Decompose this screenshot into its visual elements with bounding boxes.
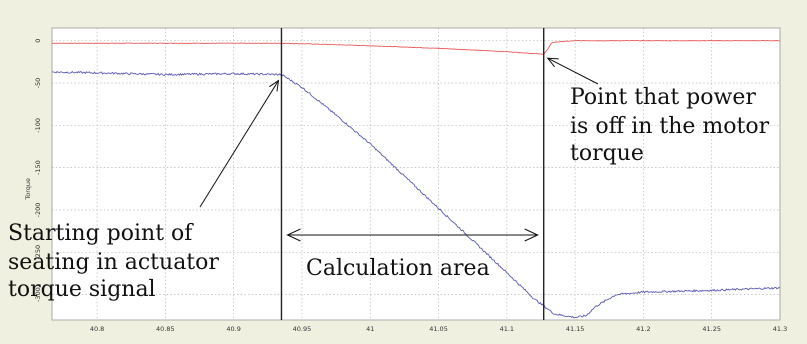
series-line-2: [51, 70, 781, 319]
y-tick-label: -100: [34, 118, 42, 133]
x-tick-label: 41.1: [500, 325, 514, 333]
annotation-poweroff-line-3: torque: [570, 141, 644, 166]
x-tick-label: 40.85: [156, 325, 175, 333]
plot-border: [51, 27, 781, 321]
annotation-calculation-area: Calculation area: [306, 256, 490, 281]
start-point-arrow-head: [269, 79, 280, 92]
x-tick-label: 41: [366, 325, 374, 333]
x-tick-label: 41.25: [702, 325, 721, 333]
y-tick-label: -50: [34, 78, 42, 89]
annotations: Starting point of seating in actuator to…: [8, 57, 770, 302]
start-point-arrow: [199, 79, 280, 208]
annotation-poweroff-line-1: Point that power: [570, 85, 756, 110]
series-line-1: [51, 40, 781, 55]
annotation-start-line-1: Starting point of: [8, 221, 194, 246]
x-tick-label: 41.3: [773, 325, 787, 333]
x-tick-label: 41.2: [636, 325, 650, 333]
x-tick-label: 40.9: [226, 325, 240, 333]
series: [51, 40, 781, 319]
y-tick-label: 0: [34, 39, 42, 43]
x-tick-label: 41.05: [429, 325, 448, 333]
x-tick-label: 40.95: [293, 325, 312, 333]
calculation-area-left-head: [286, 228, 301, 242]
annotation-poweroff-line-2: is off in the motor: [570, 114, 770, 139]
y-tick-label: -300: [34, 287, 42, 302]
x-tick-label: 41.15: [566, 325, 585, 333]
power-off-arrow-shaft: [547, 57, 599, 85]
y-tick-label: -150: [34, 160, 42, 175]
calculation-area-arrow: [286, 228, 539, 242]
power-off-arrow: [546, 57, 599, 85]
start-point-arrow-shaft: [199, 80, 279, 208]
y-tick-label: -200: [34, 203, 42, 218]
plot-area: [52, 28, 780, 320]
calculation-area-right-head: [524, 228, 539, 242]
vertical-markers: [280, 28, 545, 320]
y-tick-label: -250: [34, 245, 42, 260]
annotation-start-line-3: torque signal: [8, 277, 156, 302]
x-tick-label: 40.8: [90, 325, 104, 333]
y-axis-label: Torque: [24, 178, 32, 201]
axes: 40.8 40.85 40.9 40.95 41 41.05 41.1 41.15 41.2 41…: [24, 27, 787, 333]
annotation-start-line-2: seating in actuator: [8, 250, 219, 275]
power-off-arrow-head: [546, 57, 559, 68]
